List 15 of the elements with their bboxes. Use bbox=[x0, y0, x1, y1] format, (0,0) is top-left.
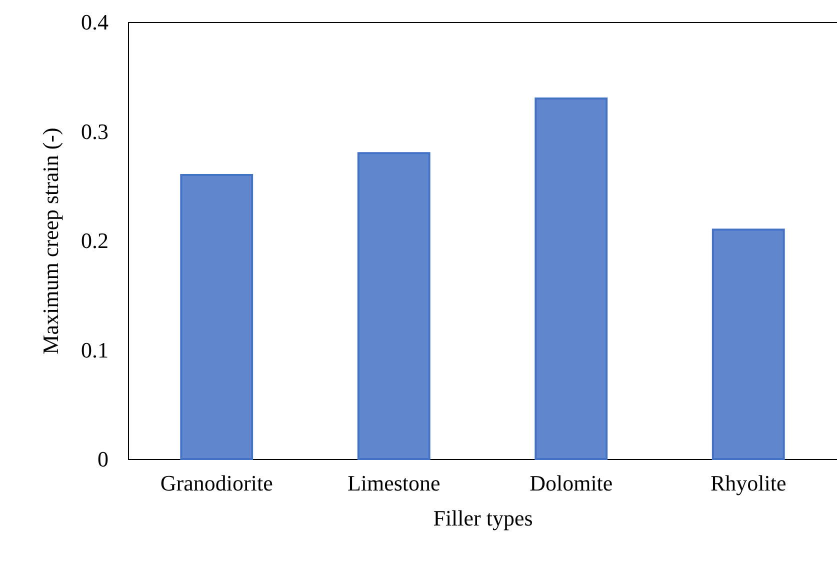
x-tick-label: Granodiorite bbox=[160, 470, 273, 496]
x-axis-title: Filler types bbox=[433, 506, 533, 530]
bar bbox=[534, 97, 608, 460]
y-axis-title: Maximum creep strain (-) bbox=[38, 128, 63, 354]
bar bbox=[180, 174, 254, 460]
x-tick-label: Rhyolite bbox=[710, 470, 786, 496]
x-tick-label: Dolomite bbox=[530, 470, 613, 496]
x-tick-label: Limestone bbox=[347, 470, 440, 496]
y-tick-label: 0.1 bbox=[81, 337, 108, 362]
y-tick-label: 0.2 bbox=[81, 228, 108, 253]
bar bbox=[357, 152, 430, 460]
y-tick-label: 0.4 bbox=[81, 10, 108, 34]
bar bbox=[712, 228, 785, 460]
y-tick-label: 0.3 bbox=[81, 118, 108, 144]
y-tick-label: 0 bbox=[98, 446, 108, 472]
